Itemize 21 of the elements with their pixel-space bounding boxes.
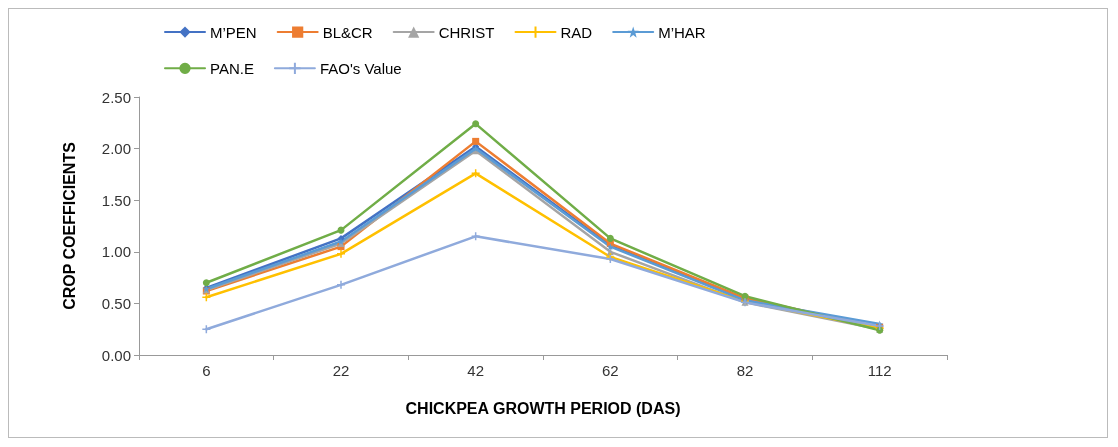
y-tick-label: 1.00	[101, 243, 131, 261]
legend-label: RAD	[560, 23, 593, 41]
x-tick-label: 62	[601, 362, 619, 379]
x-tick-label: 22	[332, 362, 350, 379]
legend-label: PAN.E	[210, 59, 254, 77]
y-tick-label: 1.50	[101, 191, 131, 209]
legend-label: M’PEN	[210, 23, 257, 41]
x-tick-label: 112	[867, 362, 892, 379]
legend-label: M’HAR	[658, 23, 706, 41]
x-axis-title: CHICKPEA GROWTH PERIOD (DAS)	[405, 399, 681, 417]
x-tick-label: 42	[467, 362, 485, 379]
y-tick-label: 2.00	[101, 140, 131, 158]
x-tick-label: 82	[736, 362, 754, 379]
y-tick-label: 0.00	[101, 346, 131, 364]
y-tick-label: 2.50	[101, 88, 131, 106]
legend-label: BL&CR	[322, 23, 373, 41]
legend-label: CHRIST	[438, 23, 495, 41]
y-axis-title: CROP COEFFICIENTS	[60, 141, 78, 310]
x-tick-label: 6	[202, 362, 211, 379]
legend-label: FAO's Value	[319, 59, 402, 77]
y-tick-label: 0.50	[101, 294, 131, 312]
